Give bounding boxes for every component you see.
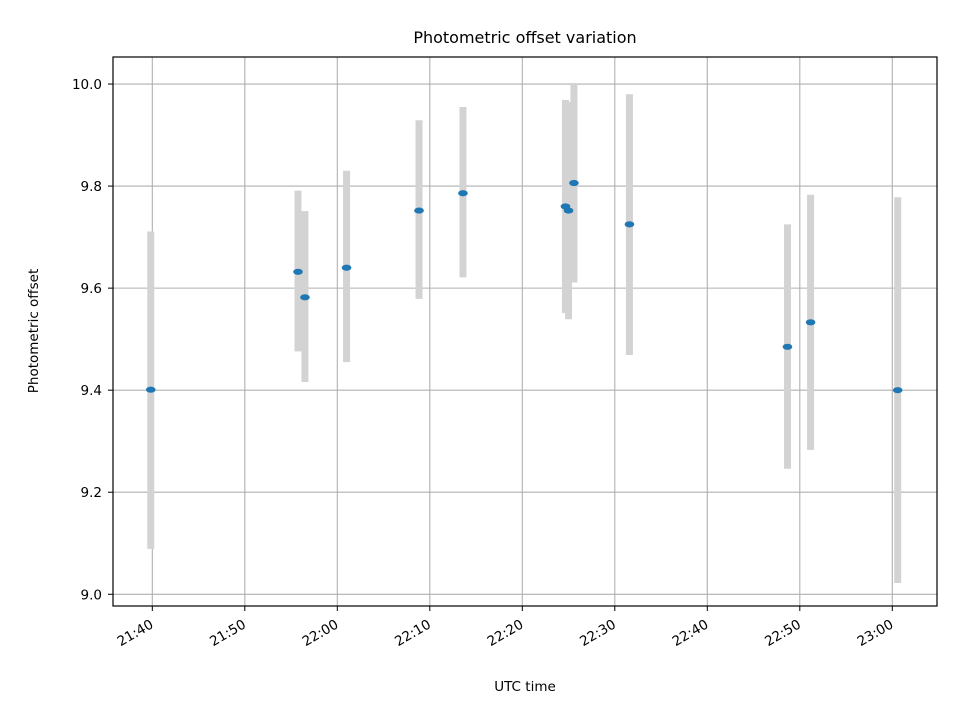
x-axis-title: UTC time [494, 679, 556, 695]
grid [113, 57, 937, 606]
data-points [145, 179, 903, 394]
data-point [341, 264, 352, 271]
data-point [300, 294, 310, 301]
data-point [569, 179, 579, 187]
data-point [458, 190, 468, 197]
y-tick-label: 9.2 [81, 485, 102, 501]
y-tick-label: 9.4 [81, 383, 102, 399]
y-tick-label: 9.6 [81, 281, 102, 297]
data-point [782, 343, 793, 350]
y-axis: 9.0 9.2 9.4 9.6 9.8 10.0 [72, 77, 113, 603]
data-point [892, 387, 903, 394]
chart-title: Photometric offset variation [413, 28, 636, 47]
y-tick-label: 10.0 [72, 77, 102, 93]
data-point [805, 319, 816, 326]
data-point [563, 207, 574, 214]
y-tick-label: 9.0 [81, 587, 102, 603]
data-point [624, 221, 635, 228]
data-point [414, 207, 424, 214]
y-tick-label: 9.8 [81, 179, 102, 195]
y-axis-title: Photometric offset [26, 269, 42, 393]
data-point [293, 268, 303, 275]
data-point [145, 386, 156, 393]
plot-frame [112, 56, 938, 607]
